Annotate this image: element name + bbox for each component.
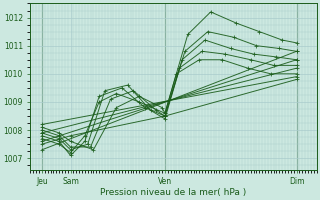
X-axis label: Pression niveau de la mer( hPa ): Pression niveau de la mer( hPa ): [100, 188, 247, 197]
